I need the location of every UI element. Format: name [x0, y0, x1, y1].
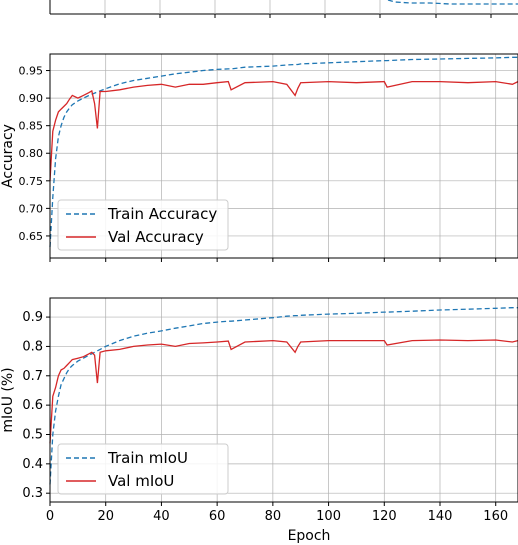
axes-frame — [49, 297, 518, 503]
legend-box — [57, 199, 229, 251]
y-tick-label: 0.4 — [22, 457, 43, 472]
x-tick-label: 60 — [209, 509, 226, 524]
y-tick-label: 0.90 — [19, 92, 44, 105]
x-tick-label: 140 — [428, 509, 453, 524]
x-tick-label: 40 — [153, 509, 170, 524]
y-tick-label: 0.85 — [19, 120, 44, 133]
legend-label: Train mIoU — [107, 449, 188, 467]
y-tick-label: 0.7 — [22, 369, 43, 384]
y-tick-label: 0.6 — [22, 398, 43, 413]
y-tick-label: 0.5 — [22, 427, 43, 442]
x-tick-label: 0 — [46, 509, 54, 524]
legend-label: Val Accuracy — [108, 228, 204, 246]
y-tick-label: 0.95 — [19, 65, 44, 78]
y-tick-label: 0.75 — [19, 175, 44, 188]
y-tick-label: 0.9 — [22, 310, 43, 325]
y-axis-label: mIoU (%) — [0, 367, 16, 432]
y-tick-label: 0.65 — [19, 230, 44, 243]
legend: Train mIoU Val mIoU — [57, 443, 229, 495]
y-tick-label: 0.8 — [22, 339, 43, 354]
legend: Train Accuracy Val Accuracy — [57, 199, 229, 251]
x-tick-label: 80 — [265, 509, 282, 524]
top-subplot-partial — [49, 0, 518, 18]
y-tick-label: 0.70 — [19, 202, 44, 215]
accuracy-subplot: 0.65 0.70 0.75 0.80 0.85 0.90 0.95 Accuracy Trai… — [0, 53, 518, 262]
axes-frame — [49, 53, 518, 259]
val-series-line — [49, 339, 518, 444]
legend-box — [57, 443, 229, 495]
x-tick-label: 100 — [316, 509, 341, 524]
x-tick-label: 120 — [372, 509, 397, 524]
val-series-line — [49, 80, 518, 181]
legend-label: Val mIoU — [108, 472, 174, 490]
legend-label: Train Accuracy — [107, 205, 217, 223]
miou-subplot: 0.3 0.4 0.5 0.6 0.7 0.8 0.9 0 20 40 60 80 100 120 140 1… — [0, 297, 518, 544]
x-axis-label: Epoch — [288, 528, 331, 544]
train-series-line — [49, 307, 518, 485]
y-tick-label: 0.80 — [19, 147, 44, 160]
train-series-line — [49, 56, 518, 248]
x-tick-label: 160 — [483, 509, 508, 524]
x-tick-label: 20 — [97, 509, 114, 524]
y-tick-label: 0.3 — [22, 486, 43, 501]
y-axis-label: Accuracy — [0, 124, 16, 188]
train-line-partial — [387, 0, 518, 5]
